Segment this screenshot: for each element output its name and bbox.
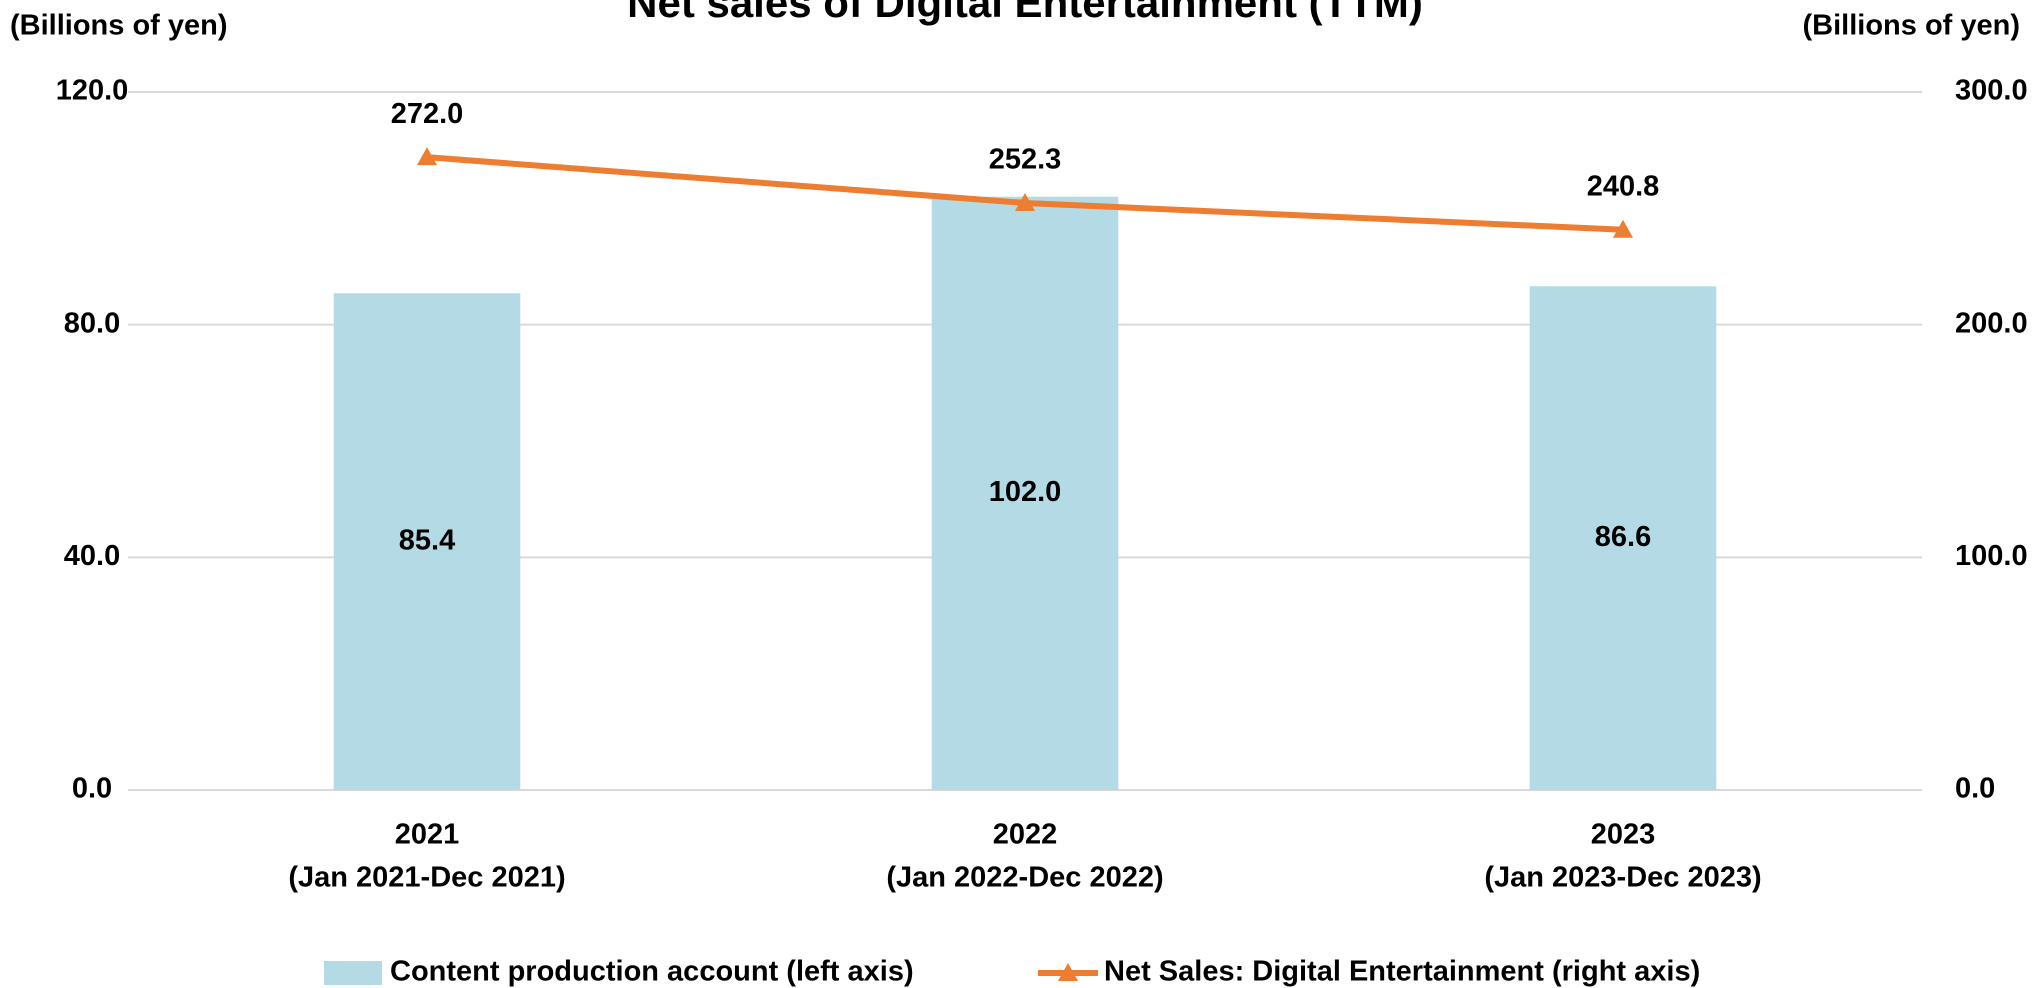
- line-value-label: 272.0: [391, 98, 464, 130]
- y-tick-label: 80.0: [64, 307, 120, 339]
- x-tick-label: (Jan 2023-Dec 2023): [1484, 862, 1761, 894]
- y-axis-label: (Billions of yen): [10, 10, 228, 42]
- bar-value-label: 86.6: [1595, 521, 1651, 553]
- y2-tick-label: 100.0: [1955, 540, 2028, 572]
- bar: [931, 196, 1119, 790]
- line-value-label: 240.8: [1587, 170, 1660, 202]
- y2-tick-label: 300.0: [1955, 75, 2028, 107]
- x-tick-label: 2023: [1591, 819, 1656, 851]
- y-tick-label: 0.0: [72, 773, 112, 805]
- bar: [1529, 286, 1717, 790]
- y2-tick-label: 200.0: [1955, 307, 2028, 339]
- line-marker: [417, 147, 437, 166]
- bar-value-label: 102.0: [989, 476, 1062, 508]
- chart-title: Net sales of Digital Entertainment (TTM): [627, 0, 1423, 26]
- bar-value-label: 85.4: [399, 524, 455, 556]
- bar: [333, 293, 521, 790]
- line-marker: [1613, 219, 1633, 238]
- line-marker: [1015, 192, 1035, 211]
- x-tick-label: (Jan 2022-Dec 2022): [886, 862, 1163, 894]
- legend-label: Content production account (left axis): [390, 956, 914, 988]
- line-value-label: 252.3: [989, 144, 1062, 176]
- legend-swatch: [324, 961, 382, 985]
- x-tick-label: 2021: [395, 819, 460, 851]
- y2-axis-label: (Billions of yen): [1803, 10, 2021, 42]
- legend-marker: [1058, 963, 1078, 981]
- y2-tick-label: 0.0: [1955, 773, 1995, 805]
- y-tick-label: 120.0: [56, 75, 129, 107]
- legend-label: Net Sales: Digital Entertainment (right …: [1104, 956, 1700, 988]
- x-tick-label: 2022: [993, 819, 1058, 851]
- y-tick-label: 40.0: [64, 540, 120, 572]
- x-tick-label: (Jan 2021-Dec 2021): [288, 862, 565, 894]
